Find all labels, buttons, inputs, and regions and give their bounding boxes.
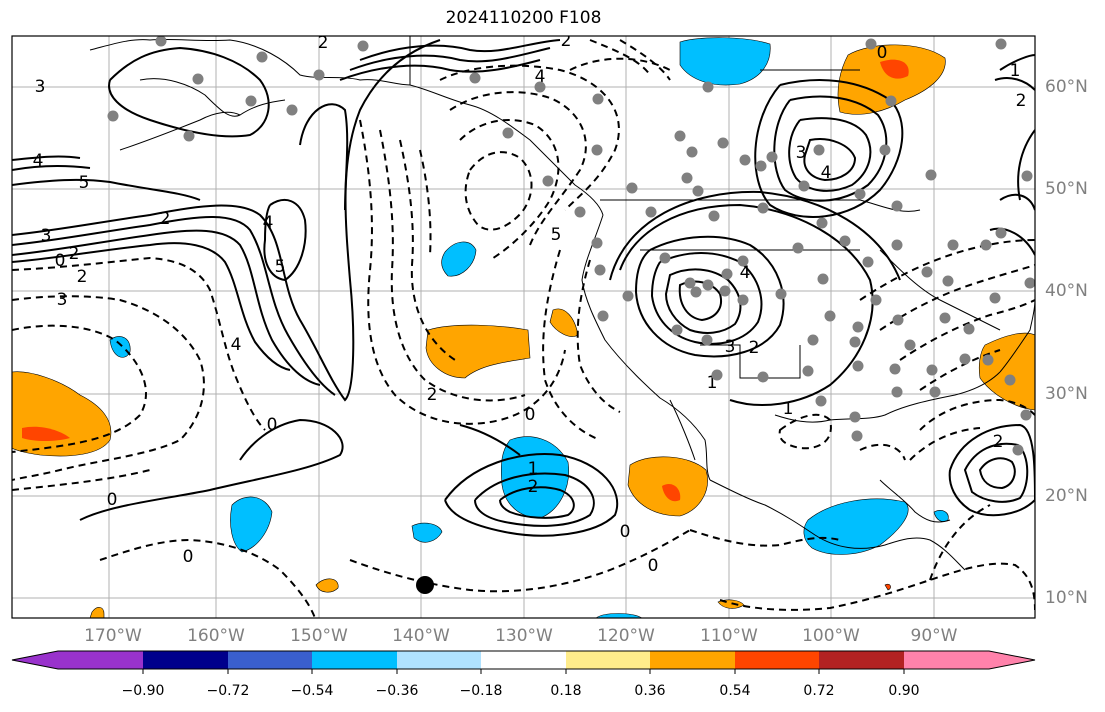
contour-label: 3 xyxy=(35,77,46,97)
contour-label: 0 xyxy=(525,405,536,425)
colorbar-tick-label: 0.72 xyxy=(803,683,835,699)
colorbar-tick-label: −0.18 xyxy=(459,683,503,699)
contour-label: 2 xyxy=(77,267,88,287)
contour-labels: 3 4 5 3 2 4 5 2 4 3 4 3 2 1 2 1 2 4 2 1 … xyxy=(33,31,1027,576)
contour-label: 1 xyxy=(783,399,794,419)
contour-label: 4 xyxy=(535,67,546,87)
lat-label: 20°N xyxy=(1045,486,1088,506)
lon-label: 100°W xyxy=(802,626,860,646)
contour-label: 2 xyxy=(528,477,539,497)
contours-solid xyxy=(12,39,1035,537)
lat-label: 40°N xyxy=(1045,281,1088,301)
lat-label: 10°N xyxy=(1045,588,1088,608)
lon-label: 130°W xyxy=(495,626,553,646)
contour-label: 1 xyxy=(1010,61,1021,81)
station-dots xyxy=(107,36,1035,456)
lon-label: 120°W xyxy=(597,626,655,646)
contour-label: 2 xyxy=(69,244,80,264)
contour-label: 5 xyxy=(551,225,562,245)
colorbar-tick-label: −0.90 xyxy=(121,683,165,699)
colorbar-tick-label: 0.18 xyxy=(550,683,582,699)
lon-label: 170°W xyxy=(84,626,142,646)
contour-label: 2 xyxy=(561,31,572,51)
contour-label: 2 xyxy=(993,432,1004,452)
colorbar-tick-label: −0.36 xyxy=(375,683,419,699)
contour-label: 4 xyxy=(263,213,274,233)
contour-label: 0 xyxy=(183,547,194,567)
contour-label: 0 xyxy=(648,556,659,576)
contour-label: 4 xyxy=(231,335,242,355)
lon-label: 150°W xyxy=(290,626,348,646)
map-title: 2024110200 F108 xyxy=(445,8,602,28)
contour-label: 2 xyxy=(1016,91,1027,111)
contour-label: 3 xyxy=(725,337,736,357)
lat-label: 30°N xyxy=(1045,384,1088,404)
lon-label: 90°W xyxy=(910,626,958,646)
contour-label: 4 xyxy=(33,151,44,171)
contour-label: 0 xyxy=(107,490,118,510)
lon-label: 160°W xyxy=(187,626,245,646)
lat-label: 50°N xyxy=(1045,179,1088,199)
contour-label: 4 xyxy=(821,163,832,183)
contour-label: 0 xyxy=(877,43,888,63)
contour-label: 1 xyxy=(528,459,539,479)
contour-label: 2 xyxy=(318,33,329,53)
contour-label: 0 xyxy=(55,251,66,271)
coastlines-and-borders xyxy=(89,36,1035,571)
contour-label: 2 xyxy=(160,209,171,229)
contour-label: 5 xyxy=(79,173,90,193)
shaded-anomaly-areas xyxy=(12,37,1035,618)
contour-label: 0 xyxy=(267,415,278,435)
contour-label: 3 xyxy=(41,226,52,246)
location-marker xyxy=(416,576,434,594)
contour-label: 3 xyxy=(57,290,68,310)
contours-dashed xyxy=(12,39,1035,618)
contour-label: 4 xyxy=(740,263,751,283)
lon-label: 110°W xyxy=(700,626,758,646)
lat-label: 60°N xyxy=(1045,77,1088,97)
contour-label: 0 xyxy=(620,522,631,542)
contour-label: 1 xyxy=(707,373,718,393)
contour-label: 2 xyxy=(427,385,438,405)
colorbar-tick-label: 0.54 xyxy=(719,683,751,699)
map-frame xyxy=(11,35,1036,619)
contour-label: 2 xyxy=(749,338,760,358)
colorbar-tick-label: 0.36 xyxy=(634,683,666,699)
contour-label: 3 xyxy=(796,143,807,163)
contour-label: 5 xyxy=(275,257,286,277)
colorbar xyxy=(11,650,1036,674)
colorbar-tick-label: −0.54 xyxy=(290,683,334,699)
colorbar-tick-label: −0.72 xyxy=(206,683,250,699)
lon-label: 140°W xyxy=(392,626,450,646)
colorbar-tick-label: 0.90 xyxy=(888,683,920,699)
